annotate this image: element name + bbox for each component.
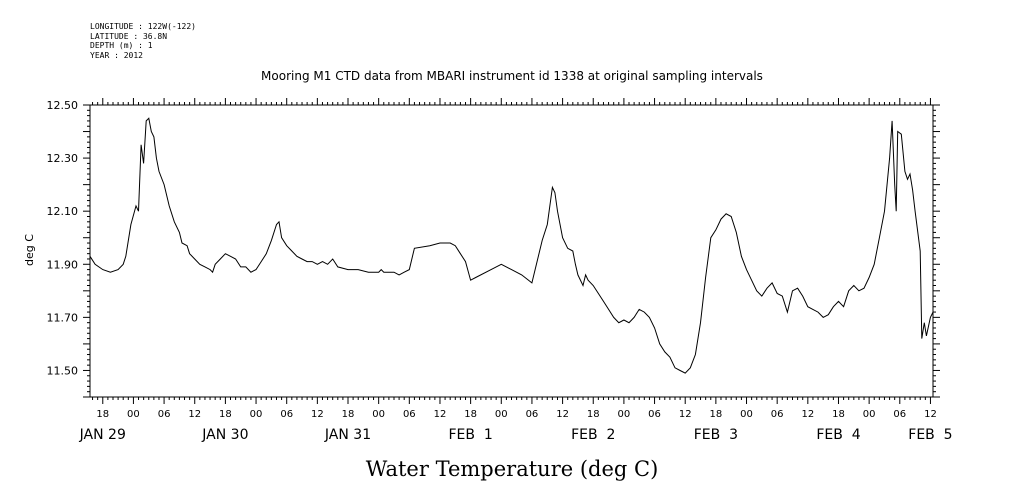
depth-label: DEPTH (m) : 1 [90, 41, 153, 50]
plot-frame [89, 104, 934, 398]
y-tick-label: 12.10 [47, 205, 79, 218]
x-tick-label: 00 [372, 409, 385, 420]
x-tick-label: 18 [464, 409, 477, 420]
x-tick-label: 00 [618, 409, 631, 420]
x-tick-label: 06 [280, 409, 293, 420]
x-tick-label: 12 [679, 409, 692, 420]
y-tick-label: 11.90 [47, 258, 79, 271]
x-tick-label: 06 [648, 409, 661, 420]
longitude-label: LONGITUDE : 122W(-122) [90, 22, 196, 31]
x-tick-label: 12 [556, 409, 569, 420]
y-tick-label: 12.50 [47, 99, 79, 112]
y-tick-label: 12.30 [47, 152, 79, 165]
x-tick-label: 06 [526, 409, 539, 420]
x-tick-label: 00 [127, 409, 140, 420]
x-tick-label: 18 [342, 409, 355, 420]
x-tick-label: 12 [924, 409, 937, 420]
x-day-label: FEB 1 [448, 427, 492, 443]
x-tick-label: 06 [771, 409, 784, 420]
x-day-label: FEB 4 [816, 427, 860, 443]
x-tick-label: 06 [403, 409, 416, 420]
x-tick-label: 18 [219, 409, 232, 420]
x-tick-label: 00 [250, 409, 263, 420]
x-tick-label: 00 [740, 409, 753, 420]
x-tick-label: 00 [863, 409, 876, 420]
x-tick-label: 12 [801, 409, 814, 420]
x-tick-label: 18 [96, 409, 109, 420]
y-tick-label: 11.70 [47, 311, 79, 324]
latitude-label: LATITUDE : 36.8N [90, 31, 168, 41]
axis-ticks [83, 98, 940, 404]
x-tick-label: 00 [495, 409, 508, 420]
water-temperature-line [89, 117, 934, 374]
x-tick-label: 12 [311, 409, 324, 420]
x-tick-label: 06 [893, 409, 906, 420]
x-day-label: FEB 3 [694, 427, 738, 443]
x-day-label: JAN 29 [79, 427, 126, 443]
metadata-block: LONGITUDE : 122W(-122) LATITUDE : 36.8N … [90, 22, 196, 60]
x-tick-label: 06 [158, 409, 171, 420]
x-tick-label: 18 [832, 409, 845, 420]
y-axis-label: deg C [23, 234, 36, 266]
x-tick-label: 18 [709, 409, 722, 420]
x-tick-label: 12 [434, 409, 447, 420]
x-axis-label: Water Temperature (deg C) [366, 457, 659, 481]
chart-title: Mooring M1 CTD data from MBARI instrumen… [261, 69, 763, 83]
y-tick-labels: 11.50 11.70 11.90 12.10 12.30 12.50 [47, 99, 79, 377]
y-tick-label: 11.50 [47, 364, 79, 377]
x-day-label: FEB 2 [571, 427, 615, 443]
x-day-label: JAN 30 [201, 427, 248, 443]
x-tick-labels: 18 00 06 12 18 00 06 12 18 00 06 12 18 00 06 12 18 00 06 12… [96, 409, 936, 420]
x-tick-label: 12 [188, 409, 201, 420]
year-label: YEAR : 2012 [90, 50, 143, 60]
x-day-labels: JAN 29 JAN 30 JAN 31 FEB 1 FEB 2 FEB 3 FEB 4 FE… [79, 427, 953, 443]
x-day-label: FEB 5 [908, 427, 952, 443]
x-tick-label: 18 [587, 409, 600, 420]
x-day-label: JAN 31 [324, 427, 371, 443]
